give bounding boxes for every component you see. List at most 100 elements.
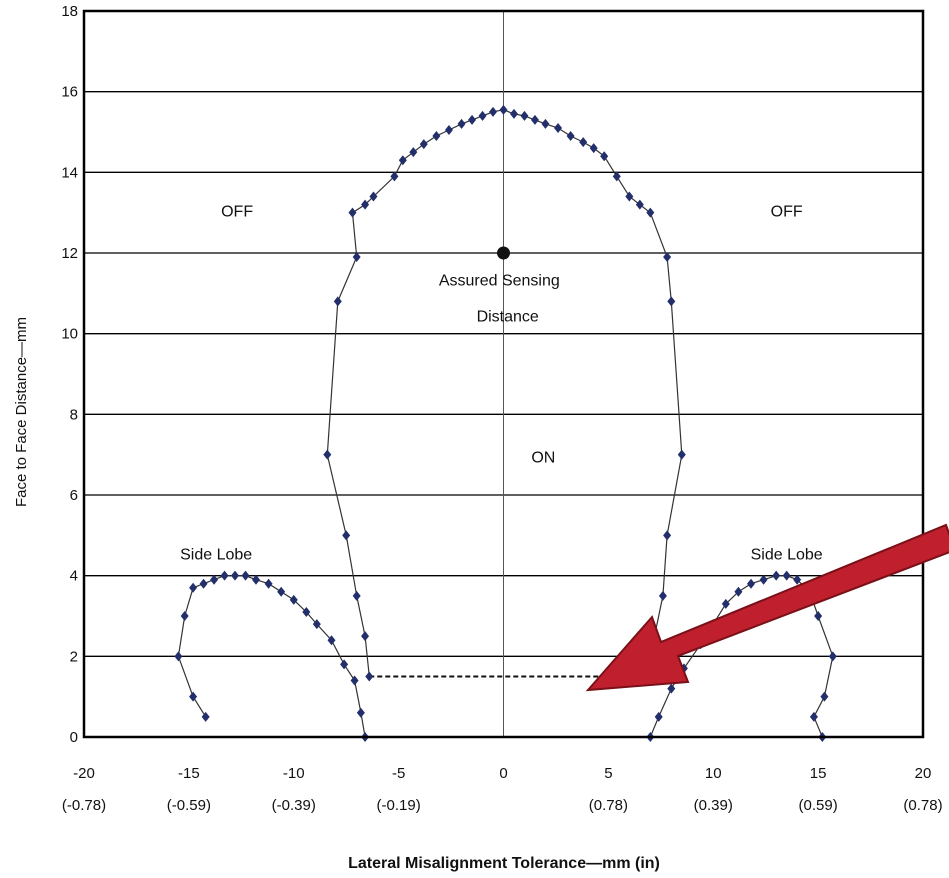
data-point bbox=[323, 449, 332, 460]
data-point bbox=[444, 124, 453, 135]
data-point bbox=[600, 151, 609, 162]
data-point bbox=[361, 631, 370, 642]
data-point bbox=[759, 574, 768, 585]
data-point bbox=[814, 611, 823, 621]
data-point bbox=[365, 671, 374, 682]
data-point bbox=[635, 199, 644, 210]
data-point bbox=[348, 207, 357, 218]
data-point bbox=[530, 114, 539, 125]
data-point bbox=[772, 570, 781, 581]
y-tick-label: 14 bbox=[61, 164, 78, 181]
data-point bbox=[180, 611, 189, 621]
data-point bbox=[658, 590, 667, 601]
data-point bbox=[342, 530, 351, 541]
data-point bbox=[361, 199, 370, 210]
tick-labels: 0 2 4 6 8 10 12 14 16 18 -20 (-0.78) -15 (-0.59) -10 (-… bbox=[61, 3, 942, 814]
data-point bbox=[554, 122, 563, 133]
data-point bbox=[579, 137, 588, 148]
red-arrow bbox=[585, 523, 949, 692]
y-tick-label: 8 bbox=[70, 406, 78, 423]
data-point bbox=[489, 106, 498, 117]
x-tick-label: 0 bbox=[499, 765, 507, 782]
x-tick-sublabel: (0.39) bbox=[694, 797, 733, 814]
data-point bbox=[520, 110, 529, 121]
data-point bbox=[820, 691, 829, 702]
plot-border bbox=[82, 9, 925, 739]
data-point bbox=[747, 578, 756, 589]
x-axis-title: Lateral Misalignment Tolerance—mm (in) bbox=[348, 855, 660, 872]
y-tick-label: 2 bbox=[70, 648, 78, 665]
data-point bbox=[654, 711, 663, 722]
data-point bbox=[302, 606, 311, 617]
x-tick-label: -5 bbox=[392, 765, 405, 782]
data-point bbox=[793, 574, 802, 585]
x-tick-sublabel: (0.78) bbox=[589, 797, 628, 814]
x-tick-sublabel: (-0.59) bbox=[167, 797, 211, 814]
data-point bbox=[566, 131, 575, 142]
y-tick-label: 12 bbox=[61, 245, 78, 262]
data-point bbox=[663, 252, 672, 263]
data-point bbox=[478, 110, 487, 121]
data-point bbox=[457, 118, 466, 129]
annotation-label: Side Lobe bbox=[180, 547, 252, 564]
data-point bbox=[369, 191, 378, 202]
data-point bbox=[356, 707, 365, 718]
data-point bbox=[241, 570, 250, 581]
annotation-label: OFF bbox=[771, 204, 803, 221]
data-point bbox=[312, 619, 321, 630]
data-point bbox=[398, 155, 407, 166]
y-tick-label: 16 bbox=[61, 84, 78, 101]
data-point bbox=[174, 651, 183, 662]
curves bbox=[177, 109, 834, 738]
x-tick-label: -20 bbox=[73, 765, 95, 782]
x-tick-sublabel: (-0.39) bbox=[272, 797, 316, 814]
annotation-label: Assured Sensing bbox=[439, 272, 560, 289]
red-arrow-icon bbox=[585, 523, 949, 692]
data-point bbox=[468, 114, 477, 125]
y-axis-title: Face to Face Distance—mm bbox=[13, 317, 30, 507]
data-point bbox=[390, 171, 399, 182]
annotation-label: Distance bbox=[477, 309, 539, 326]
data-point bbox=[419, 139, 428, 150]
y-tick-label: 0 bbox=[70, 729, 78, 746]
x-tick-sublabel: (-0.19) bbox=[377, 797, 421, 814]
x-tick-label: -10 bbox=[283, 765, 305, 782]
data-point bbox=[663, 530, 672, 541]
data-point bbox=[251, 574, 260, 585]
x-tick-label: -15 bbox=[178, 765, 200, 782]
annotation-label: ON bbox=[531, 450, 555, 467]
y-tick-label: 10 bbox=[61, 326, 78, 343]
data-point bbox=[734, 586, 743, 597]
y-tick-label: 18 bbox=[61, 3, 78, 20]
data-point bbox=[667, 683, 676, 694]
data-point bbox=[499, 104, 508, 115]
x-tick-sublabel: (0.78) bbox=[903, 797, 942, 814]
data-point bbox=[350, 675, 359, 686]
data-point bbox=[625, 191, 634, 202]
data-point bbox=[809, 711, 818, 722]
data-point bbox=[201, 711, 210, 722]
x-tick-label: 5 bbox=[604, 765, 612, 782]
annotation-label: Side Lobe bbox=[751, 547, 823, 564]
data-point bbox=[231, 570, 240, 581]
data-point bbox=[828, 651, 837, 662]
data-point bbox=[541, 118, 550, 129]
y-tick-label: 6 bbox=[70, 487, 78, 504]
assured-sensing-point bbox=[497, 246, 510, 260]
data-point bbox=[589, 143, 598, 154]
data-point bbox=[189, 691, 198, 702]
data-point bbox=[277, 586, 286, 597]
data-point bbox=[677, 449, 686, 460]
data-point bbox=[289, 594, 298, 605]
data-point bbox=[352, 252, 361, 263]
x-tick-sublabel: (-0.78) bbox=[62, 797, 106, 814]
data-point bbox=[667, 296, 676, 307]
grid-lines bbox=[84, 11, 923, 737]
data-point bbox=[333, 296, 342, 307]
x-tick-label: 15 bbox=[810, 765, 827, 782]
markers bbox=[174, 104, 837, 742]
data-point bbox=[199, 578, 208, 589]
annotation-label: OFF bbox=[221, 204, 253, 221]
x-tick-label: 20 bbox=[915, 765, 932, 782]
data-point bbox=[189, 582, 198, 593]
